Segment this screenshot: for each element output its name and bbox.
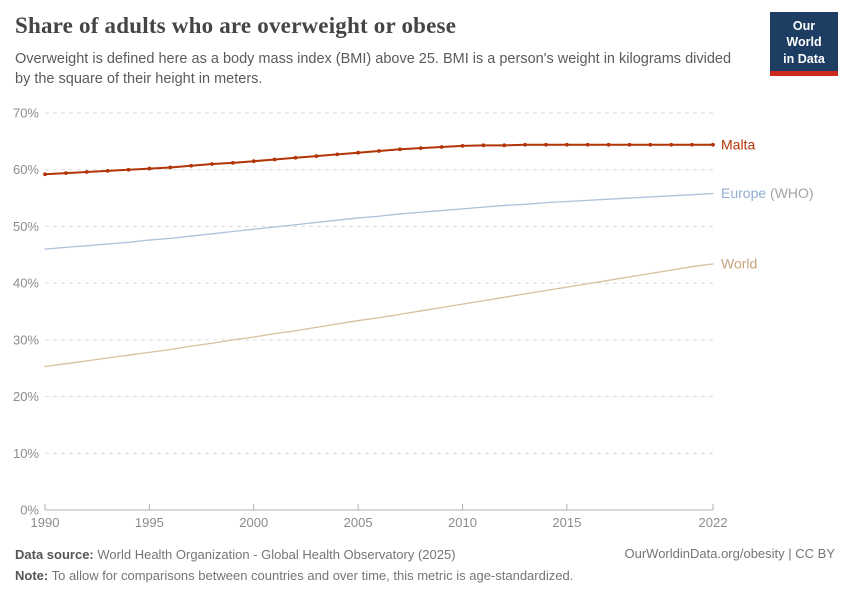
x-tick-label: 2015	[552, 515, 581, 530]
y-tick-label: 30%	[13, 332, 39, 347]
data-source-text: World Health Organization - Global Healt…	[97, 547, 456, 563]
data-point	[439, 145, 444, 149]
note-label: Note:	[15, 568, 49, 584]
series-line-world[interactable]	[44, 263, 714, 368]
series-label-malta[interactable]: Malta	[721, 136, 755, 152]
owid-logo-line2: in Data	[783, 51, 825, 66]
data-point	[418, 146, 423, 151]
footer-left: Data source: World Health Organization -…	[15, 545, 573, 587]
note-line: Note: To allow for comparisons between c…	[15, 566, 573, 587]
data-point	[627, 142, 632, 147]
y-tick-label: 60%	[13, 162, 39, 177]
data-point	[84, 170, 89, 174]
data-point	[126, 167, 131, 172]
chart-title: Share of adults who are overweight or ob…	[15, 13, 457, 38]
data-point	[690, 142, 695, 147]
series-label-europe-who[interactable]: Europe (WHO)	[721, 185, 814, 201]
credit-link[interactable]: OurWorldinData.org/obesity | CC BY	[624, 546, 836, 562]
x-tick-label: 2022	[699, 515, 728, 530]
owid-logo[interactable]: Our World in Data	[770, 12, 838, 76]
data-point	[356, 150, 361, 155]
data-point	[648, 142, 653, 147]
note-text: To allow for comparisons between countri…	[51, 568, 574, 584]
chart-subtitle: Overweight is defined here as a body mas…	[15, 50, 732, 87]
data-point	[544, 142, 548, 147]
owid-logo-line1: Our World	[786, 19, 822, 50]
data-point	[481, 143, 486, 148]
data-point	[168, 165, 173, 170]
y-tick-label: 70%	[13, 106, 39, 121]
data-point	[335, 152, 340, 157]
data-point	[523, 142, 528, 147]
data-point	[210, 162, 214, 166]
y-tick-label: 40%	[13, 276, 39, 291]
x-tick-label: 1990	[31, 515, 60, 530]
series-line-europe-who[interactable]	[44, 192, 714, 250]
chart-footer: Data source: World Health Organization -…	[15, 545, 835, 587]
data-point	[105, 168, 110, 173]
data-point	[147, 166, 152, 171]
data-point	[397, 147, 402, 152]
x-tick-label: 2000	[239, 515, 268, 530]
data-point	[251, 159, 256, 164]
data-point	[377, 149, 381, 153]
data-point	[230, 161, 235, 165]
y-tick-label: 50%	[13, 219, 39, 234]
data-point	[272, 157, 277, 162]
x-tick-label: 2005	[344, 515, 373, 530]
data-point	[63, 171, 68, 176]
series-label-world[interactable]: World	[721, 255, 757, 271]
data-point	[189, 163, 194, 168]
data-point	[669, 142, 674, 147]
data-source-label: Data source:	[15, 547, 94, 563]
data-point	[606, 142, 611, 147]
y-tick-label: 20%	[13, 389, 39, 404]
x-tick-label: 1995	[135, 515, 164, 530]
data-point	[293, 155, 298, 160]
data-point	[564, 142, 569, 147]
data-point	[314, 154, 319, 159]
data-point	[585, 142, 590, 147]
chart-header: Share of adults who are overweight or ob…	[15, 12, 750, 89]
data-point	[43, 172, 47, 177]
y-tick-label: 0%	[20, 503, 39, 518]
data-point	[502, 143, 507, 148]
data-point	[460, 143, 465, 148]
data-source-line: Data source: World Health Organization -…	[15, 545, 573, 566]
data-point	[711, 142, 715, 147]
y-tick-label: 10%	[13, 446, 39, 461]
x-tick-label: 2010	[448, 515, 477, 530]
